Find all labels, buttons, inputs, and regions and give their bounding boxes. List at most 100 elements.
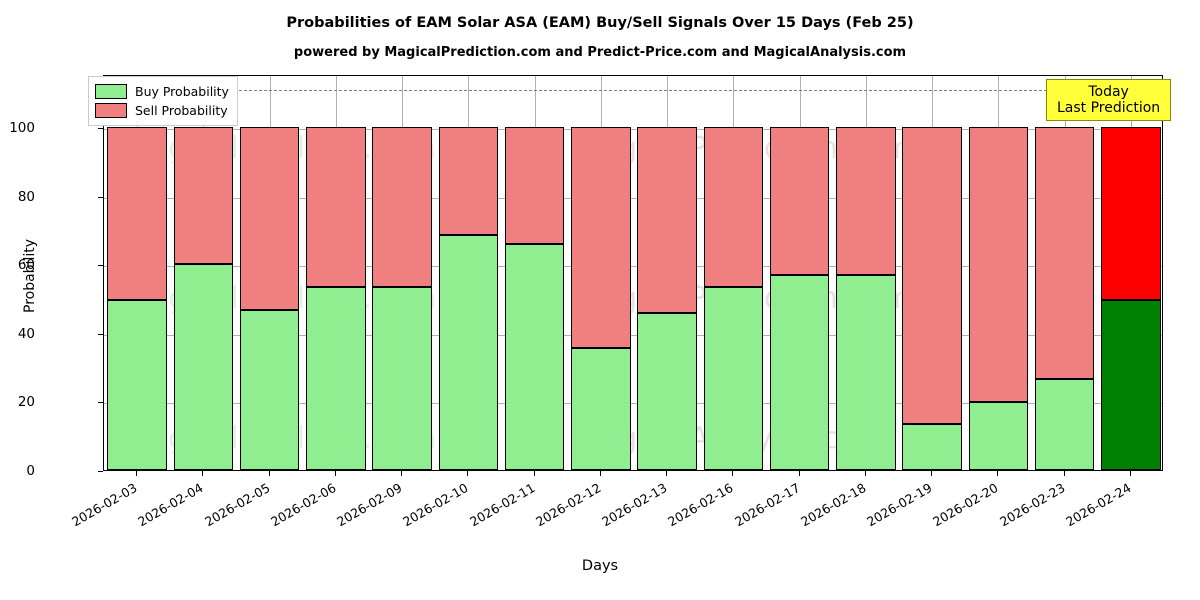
y-axis-tick-label: 80 (17, 188, 35, 205)
bar-segment-buy[interactable] (173, 264, 234, 470)
bar-segment-buy[interactable] (504, 243, 565, 470)
grid-line-y (104, 403, 1162, 405)
bar-segment-sell[interactable] (637, 127, 697, 313)
x-axis-tick-label: 2026-02-03 (69, 480, 140, 530)
today-annotation: Today Last Prediction (1046, 79, 1172, 122)
x-axis-tick-mark (864, 471, 866, 476)
legend-item-buy: Buy Probability (95, 82, 229, 101)
bar-segment-sell[interactable] (504, 127, 565, 244)
bar-segment-buy[interactable] (306, 286, 366, 470)
bar-group[interactable] (504, 74, 565, 470)
bar-segment-sell[interactable] (571, 127, 631, 348)
x-axis-tick-mark (599, 471, 601, 476)
y-axis-tick-mark (98, 471, 103, 472)
y-axis-tick-label: 40 (17, 325, 35, 342)
x-axis-tick-mark (732, 471, 734, 476)
bar-segment-sell[interactable] (968, 127, 1029, 403)
x-axis-tick-mark (997, 471, 999, 476)
bar-segment-sell[interactable] (1101, 127, 1161, 300)
bar-segment-buy[interactable] (571, 347, 631, 470)
x-axis-tick-mark (268, 471, 270, 476)
bar-segment-buy[interactable] (703, 287, 764, 470)
bar-segment-sell[interactable] (173, 127, 234, 265)
bar-segment-sell[interactable] (703, 127, 764, 288)
reference-line (104, 89, 1162, 91)
bar-group[interactable] (836, 74, 896, 470)
x-axis-label: Days (581, 558, 619, 574)
bar-segment-sell[interactable] (902, 127, 962, 425)
y-axis-tick-label: 20 (17, 394, 35, 411)
bar-group[interactable] (372, 74, 432, 470)
bar-segment-sell[interactable] (306, 127, 366, 287)
y-axis-tick-mark (98, 128, 103, 129)
x-axis-tick-mark (798, 471, 800, 476)
bar-segment-sell[interactable] (769, 127, 830, 275)
x-axis-tick-mark (136, 471, 138, 476)
bar-group[interactable] (239, 74, 300, 470)
chart-title: Probabilities of EAM Solar ASA (EAM) Buy… (286, 15, 914, 31)
bar-segment-buy[interactable] (239, 310, 300, 470)
legend-label-buy: Buy Probability (135, 84, 229, 99)
y-axis-tick-mark (98, 333, 103, 335)
bar-group[interactable] (637, 74, 697, 470)
legend-swatch-sell (95, 103, 127, 118)
y-axis-tick-label: 100 (9, 120, 35, 136)
y-axis-tick-mark (98, 196, 103, 198)
today-label-line2: Last Prediction (1057, 100, 1161, 117)
legend-item-sell: Sell Probability (95, 101, 229, 120)
plot-area: MagicalAnalysis.comMagicalPrediction.com… (103, 75, 1163, 471)
bar-segment-sell[interactable] (438, 127, 499, 236)
y-axis-tick-label: 0 (26, 463, 35, 479)
bar-segment-buy[interactable] (372, 287, 432, 470)
bar-segment-buy[interactable] (1101, 299, 1161, 470)
bar-group[interactable] (1034, 74, 1095, 470)
bar-segment-buy[interactable] (1034, 378, 1095, 470)
x-axis-tick-mark (533, 471, 535, 476)
bar-segment-buy[interactable] (637, 312, 697, 470)
chart-legend: Buy Probability Sell Probability (88, 76, 238, 126)
plot-inner: MagicalAnalysis.comMagicalPrediction.com… (104, 76, 1162, 470)
grid-line-y (104, 197, 1162, 199)
bar-group[interactable] (769, 74, 830, 470)
bar-group[interactable] (703, 74, 764, 470)
bar-group[interactable] (173, 74, 234, 470)
grid-line-y (104, 266, 1162, 268)
bar-group[interactable] (968, 74, 1029, 470)
bar-segment-sell[interactable] (372, 127, 432, 288)
y-axis-tick-mark (98, 402, 103, 404)
bar-segment-buy[interactable] (769, 274, 830, 470)
bar-group[interactable] (306, 74, 366, 470)
bar-segment-buy[interactable] (902, 424, 962, 470)
y-axis-label: Probability (22, 238, 38, 313)
x-axis-tick-mark (666, 471, 668, 476)
bar-segment-sell[interactable] (239, 127, 300, 311)
bar-segment-sell[interactable] (107, 127, 167, 301)
grid-line-y (104, 129, 1162, 130)
x-axis-tick-mark (1129, 471, 1131, 476)
bar-segment-buy[interactable] (836, 274, 896, 470)
bar-group[interactable] (107, 74, 167, 470)
x-axis-tick-mark (401, 471, 403, 476)
legend-label-sell: Sell Probability (135, 103, 228, 118)
legend-swatch-buy (95, 84, 127, 99)
bar-segment-buy[interactable] (968, 402, 1029, 470)
chart-subtitle: powered by MagicalPrediction.com and Pre… (293, 45, 907, 60)
y-axis-tick-label: 60 (17, 257, 35, 274)
bar-segment-sell[interactable] (836, 127, 896, 275)
y-axis-tick-mark (98, 265, 103, 267)
x-axis-tick-mark (467, 471, 469, 476)
bar-group[interactable] (1101, 74, 1161, 470)
bar-segment-buy[interactable] (438, 235, 499, 470)
x-axis-tick-mark (1063, 471, 1065, 476)
bar-group[interactable] (571, 74, 631, 470)
x-axis-tick-mark (334, 471, 336, 476)
bar-group[interactable] (902, 74, 962, 470)
today-label-line1: Today (1088, 84, 1129, 100)
x-axis-tick-mark (202, 471, 204, 476)
bar-group[interactable] (438, 74, 499, 470)
bar-segment-sell[interactable] (1034, 127, 1095, 379)
bar-segment-buy[interactable] (107, 300, 167, 470)
grid-line-y (104, 334, 1162, 336)
x-axis-tick-mark (931, 471, 933, 476)
